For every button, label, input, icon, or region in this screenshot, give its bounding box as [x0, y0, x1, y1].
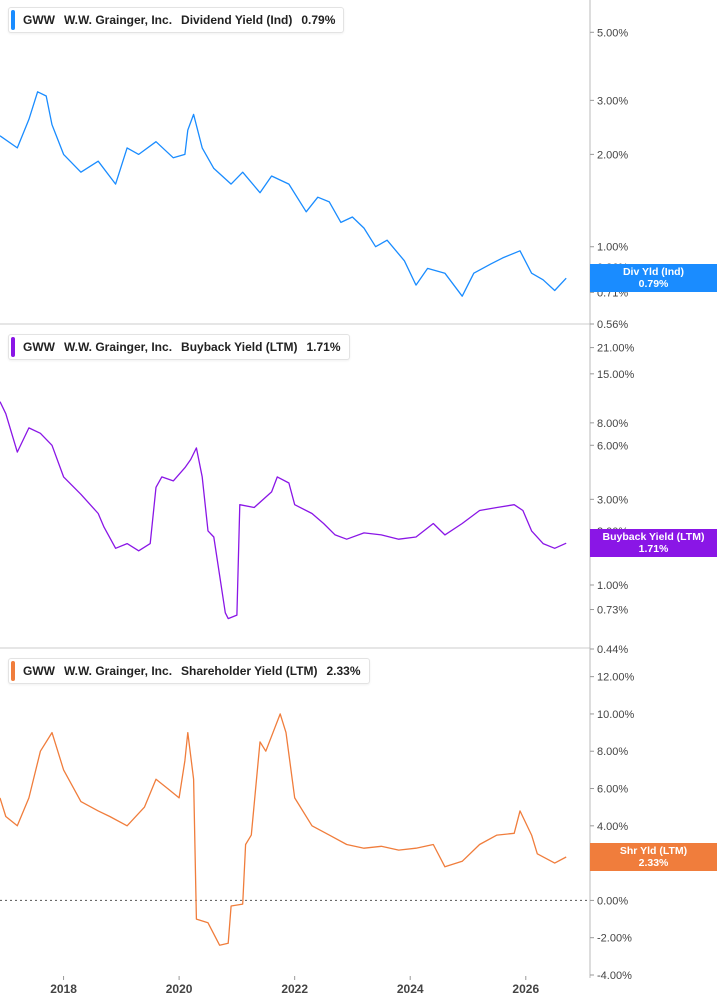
legend-buyback-yield: GWW W.W. Grainger, Inc. Buyback Yield (L… — [8, 334, 350, 360]
legend-company: W.W. Grainger, Inc. — [64, 664, 173, 678]
y-tick-label: 1.00% — [597, 580, 628, 592]
legend-current-value: 0.79% — [301, 13, 336, 27]
legend-metric: Dividend Yield (Ind) — [181, 13, 293, 27]
x-tick-label: 2026 — [512, 982, 539, 996]
y-tick-label: 0.00% — [597, 895, 628, 907]
legend-shareholder-yield: GWW W.W. Grainger, Inc. Shareholder Yiel… — [8, 658, 370, 684]
legend-swatch — [11, 10, 15, 30]
y-tick-label: 4.00% — [597, 821, 628, 833]
legend-metric: Shareholder Yield (LTM) — [181, 664, 318, 678]
y-tick-label: 3.00% — [597, 95, 628, 107]
y-tick-label: 12.00% — [597, 672, 635, 684]
legend-ticker: GWW — [23, 664, 55, 678]
y-tick-label: 2.00% — [597, 149, 628, 161]
x-tick-label: 2022 — [281, 982, 308, 996]
y-tick-label: 0.56% — [597, 319, 628, 331]
tag-value: 0.79% — [638, 278, 669, 291]
y-tick-label: 15.00% — [597, 369, 635, 381]
y-tick-label: 0.73% — [597, 605, 628, 617]
y-tick-label: 8.00% — [597, 746, 628, 758]
tag-label: Shr Yld (LTM) — [619, 844, 688, 857]
series-line-0 — [0, 91, 567, 297]
tag-value: 2.33% — [638, 856, 669, 869]
legend-current-value: 2.33% — [326, 664, 361, 678]
legend-current-value: 1.71% — [306, 340, 341, 354]
x-tick-label: 2024 — [397, 982, 424, 996]
tag-label: Buyback Yield (LTM) — [602, 531, 705, 544]
y-tick-label: 6.00% — [597, 440, 628, 452]
y-tick-label: 5.00% — [597, 27, 628, 39]
y-tick-label: 0.44% — [597, 644, 628, 656]
tag-value: 1.71% — [638, 543, 669, 556]
y-tick-label: 8.00% — [597, 418, 628, 430]
y-tick-label: 3.00% — [597, 494, 628, 506]
legend-metric: Buyback Yield (LTM) — [181, 340, 298, 354]
series-line-1 — [0, 401, 567, 620]
legend-ticker: GWW — [23, 340, 55, 354]
legend-company: W.W. Grainger, Inc. — [64, 340, 173, 354]
y-tick-label: -2.00% — [597, 933, 632, 945]
y-tick-label: 6.00% — [597, 784, 628, 796]
legend-ticker: GWW — [23, 13, 55, 27]
legend-swatch — [11, 337, 15, 357]
current-value-tag-dividend: Div Yld (Ind) 0.79% — [590, 264, 717, 293]
current-value-tag-shareholder: Shr Yld (LTM) 2.33% — [590, 842, 717, 871]
legend-company: W.W. Grainger, Inc. — [64, 13, 173, 27]
legend-swatch — [11, 661, 15, 681]
y-tick-label: 1.00% — [597, 242, 628, 254]
legend-dividend-yield: GWW W.W. Grainger, Inc. Dividend Yield (… — [8, 7, 345, 33]
y-tick-label: -4.00% — [597, 970, 632, 982]
tag-label: Div Yld (Ind) — [622, 266, 685, 279]
current-value-tag-buyback: Buyback Yield (LTM) 1.71% — [590, 529, 717, 558]
series-line-2 — [0, 713, 567, 946]
x-tick-label: 2018 — [50, 982, 77, 996]
y-tick-label: 10.00% — [597, 709, 635, 721]
y-tick-label: 21.00% — [597, 343, 635, 355]
x-tick-label: 2020 — [166, 982, 193, 996]
